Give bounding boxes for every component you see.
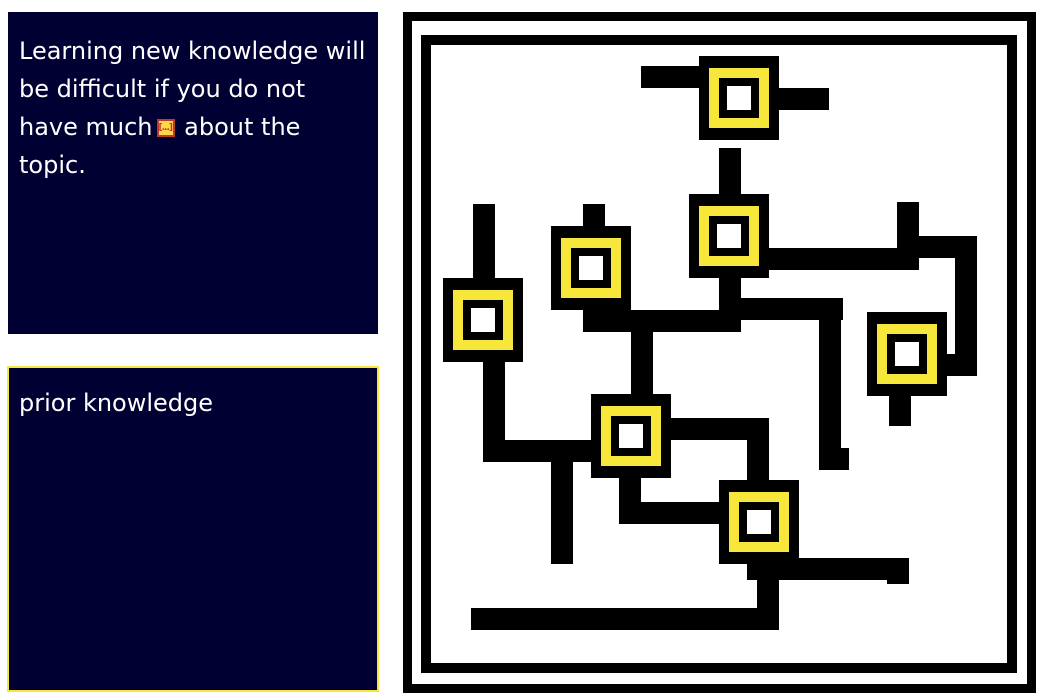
question-text-before: Learning new knowledge will be difficult… [19,37,366,141]
answer-text: prior knowledge [19,389,214,417]
circuit-maze-icon [403,12,1036,698]
answer-card[interactable]: prior knowledge [7,366,379,692]
ellipsis-blank-icon [156,119,175,137]
question-text-after: about the topic. [19,113,301,179]
question-card[interactable]: Learning new knowledge will be difficult… [8,12,378,334]
